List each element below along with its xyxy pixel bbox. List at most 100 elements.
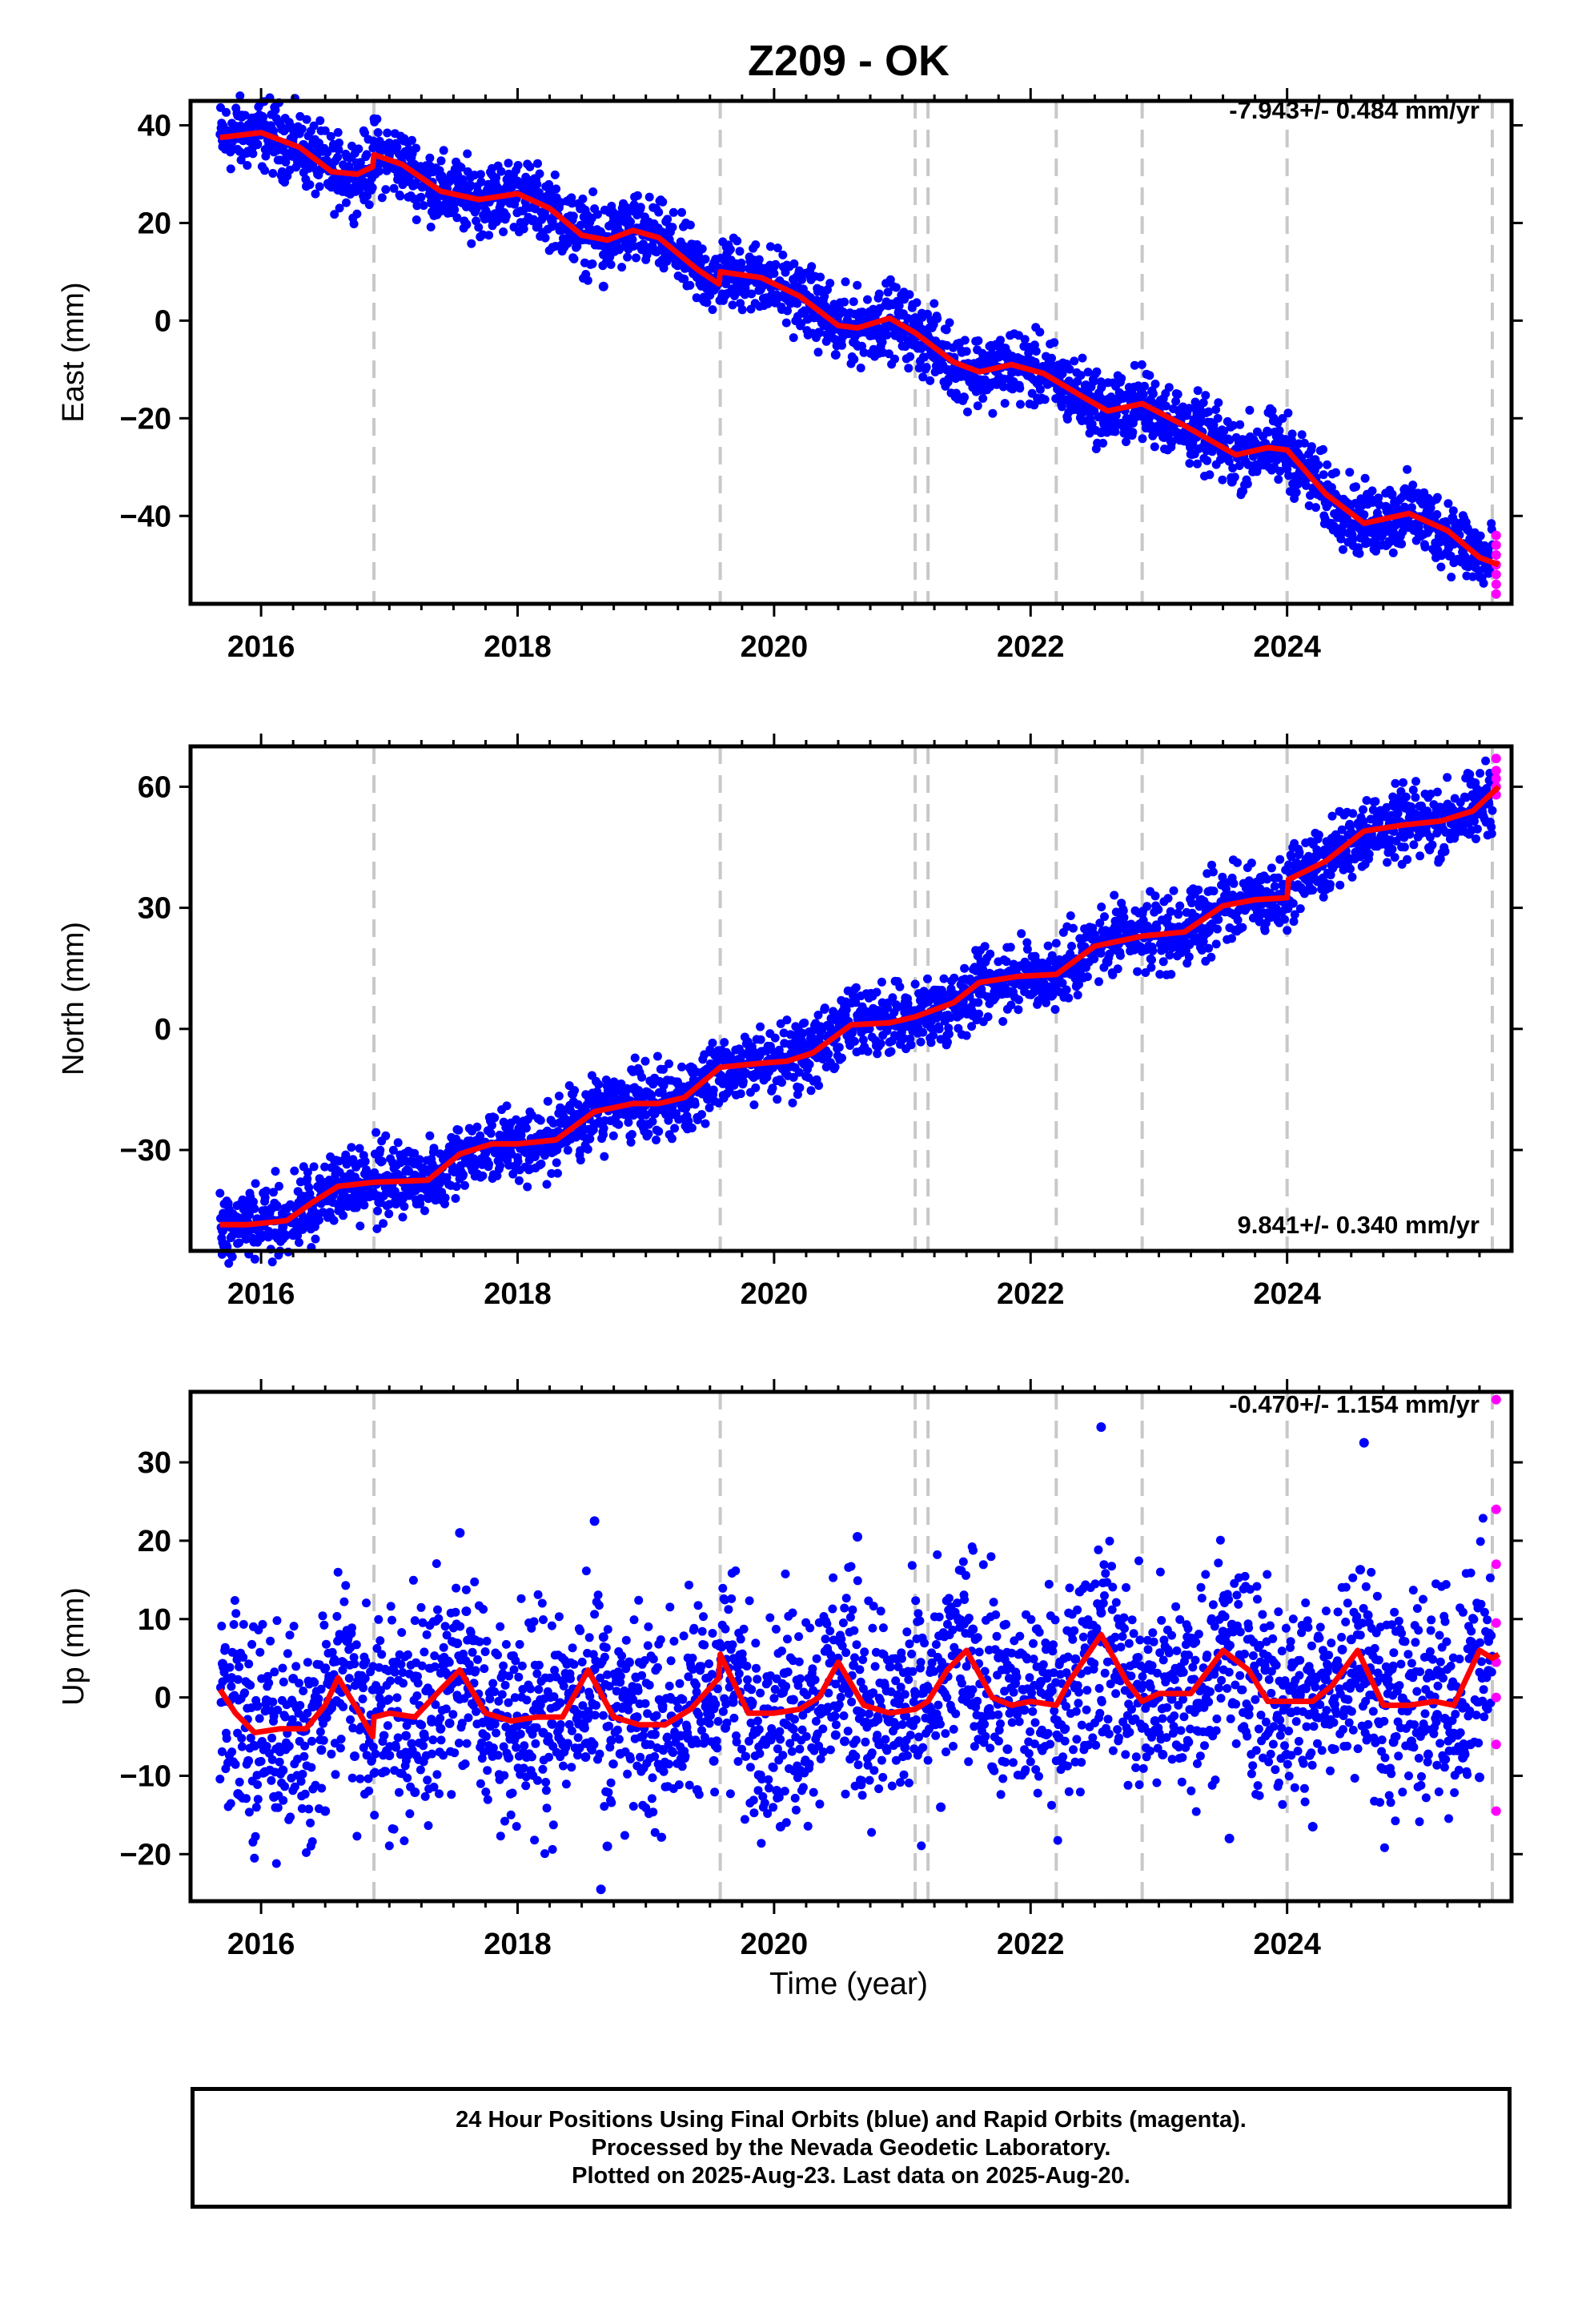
east-daily-point: [921, 363, 931, 372]
north-daily-point: [1247, 858, 1256, 868]
east-daily-point: [544, 179, 554, 189]
north-daily-point: [939, 974, 949, 983]
east-daily-point: [658, 197, 668, 207]
east-daily-point: [856, 364, 865, 372]
east-daily-point: [568, 211, 578, 221]
east-daily-point: [1205, 470, 1215, 480]
north-daily-point: [460, 1180, 469, 1190]
east-daily-point: [885, 275, 895, 284]
north-daily-point: [974, 1009, 984, 1019]
north-daily-point: [626, 1137, 636, 1147]
north-daily-point: [347, 1143, 356, 1152]
east-daily-point: [569, 254, 579, 263]
north-daily-point: [1064, 993, 1074, 1003]
east-daily-point: [1307, 442, 1316, 452]
east-daily-point: [330, 210, 339, 219]
east-daily-point: [1275, 426, 1284, 436]
x-axis-label: Time (year): [769, 1967, 928, 2001]
east-daily-point: [333, 152, 343, 162]
north-daily-point: [521, 1124, 531, 1133]
north-daily-point: [271, 1167, 280, 1176]
east-daily-point: [513, 161, 523, 170]
north-daily-point: [690, 1100, 700, 1109]
north-daily-point: [309, 1162, 319, 1172]
east-xtick-label: 2018: [484, 630, 552, 664]
north-daily-point: [1113, 964, 1122, 974]
east-daily-point: [793, 312, 802, 321]
north-daily-point: [269, 1188, 278, 1197]
east-daily-point: [816, 272, 825, 282]
east-daily-point: [1070, 356, 1079, 366]
north-daily-point: [1211, 939, 1221, 949]
east-daily-point: [492, 173, 501, 183]
east-daily-point: [1343, 519, 1352, 529]
east-daily-point: [327, 183, 336, 192]
east-daily-point: [243, 161, 252, 170]
north-daily-point: [371, 1172, 380, 1180]
east-daily-point: [1164, 383, 1174, 392]
north-daily-point: [1270, 882, 1279, 891]
east-daily-point: [326, 131, 335, 141]
east-daily-point: [222, 107, 231, 117]
east-daily-point: [1199, 398, 1208, 408]
north-daily-point: [1213, 924, 1222, 934]
east-daily-point: [1360, 473, 1370, 483]
east-daily-point: [933, 314, 942, 324]
east-daily-point: [1008, 384, 1018, 394]
north-daily-point: [1194, 885, 1203, 895]
north-daily-point: [1014, 1005, 1023, 1015]
east-daily-point: [392, 143, 402, 152]
north-daily-point: [1227, 934, 1236, 943]
east-daily-point: [548, 221, 558, 230]
north-daily-point: [242, 1234, 251, 1244]
east-daily-point: [639, 239, 648, 249]
north-daily-point: [873, 1049, 882, 1059]
east-daily-point: [778, 250, 788, 259]
north-daily-point: [251, 1179, 260, 1188]
east-rapid-point: [1491, 540, 1501, 550]
east-daily-point: [874, 289, 884, 299]
east-daily-point: [1391, 503, 1401, 513]
north-daily-point: [1283, 926, 1292, 935]
east-daily-point: [1447, 573, 1456, 582]
north-daily-point: [235, 1238, 244, 1248]
north-daily-point: [1214, 915, 1223, 924]
east-daily-point: [1359, 510, 1369, 520]
east-daily-point: [362, 150, 371, 159]
east-daily-point: [754, 255, 764, 264]
north-daily-point: [697, 1110, 706, 1120]
east-daily-point: [333, 127, 343, 137]
north-daily-point: [687, 1124, 697, 1132]
east-daily-point: [1243, 479, 1252, 489]
north-daily-point: [608, 1131, 618, 1140]
north-daily-point: [667, 1134, 677, 1144]
north-daily-point: [1051, 939, 1061, 948]
east-daily-point: [1128, 428, 1138, 437]
north-daily-point: [563, 1145, 572, 1155]
east-daily-point: [853, 280, 862, 290]
north-daily-point: [1233, 858, 1242, 867]
north-daily-point: [454, 1125, 464, 1135]
east-daily-point: [841, 277, 850, 287]
east-daily-point: [375, 167, 383, 176]
north-daily-point: [570, 1086, 580, 1096]
north-daily-point: [420, 1206, 429, 1216]
north-daily-point: [377, 1156, 387, 1166]
east-daily-point: [1448, 506, 1458, 516]
east-daily-point: [572, 242, 582, 251]
east-daily-point: [789, 259, 799, 268]
east-daily-point: [669, 207, 678, 217]
east-daily-point: [769, 269, 779, 278]
north-daily-point: [583, 1144, 592, 1154]
east-daily-point: [998, 382, 1008, 392]
north-daily-point: [834, 1043, 844, 1052]
east-daily-point: [1204, 407, 1214, 416]
east-daily-point: [305, 180, 315, 190]
north-daily-point: [260, 1192, 270, 1202]
east-daily-point: [1218, 475, 1227, 485]
north-daily-point: [1209, 887, 1219, 896]
north-daily-point: [290, 1166, 299, 1176]
east-ytick-label: −20: [120, 402, 171, 436]
east-daily-point: [1087, 419, 1097, 428]
east-daily-point: [905, 352, 915, 361]
